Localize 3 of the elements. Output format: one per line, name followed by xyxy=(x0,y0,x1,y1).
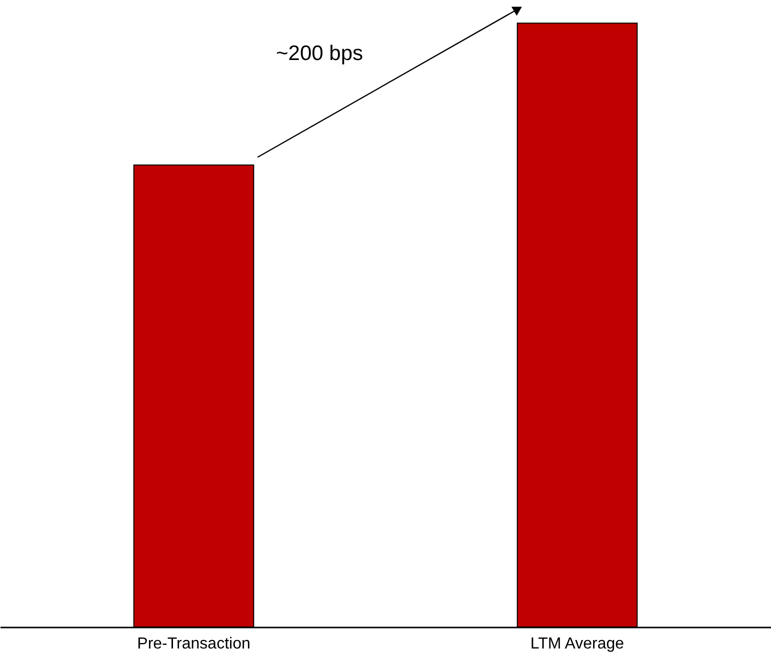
x-tick-label: LTM Average xyxy=(530,636,624,652)
annotation: ~200 bps xyxy=(276,42,363,65)
x-tick-label: Pre-Transaction xyxy=(137,636,250,652)
